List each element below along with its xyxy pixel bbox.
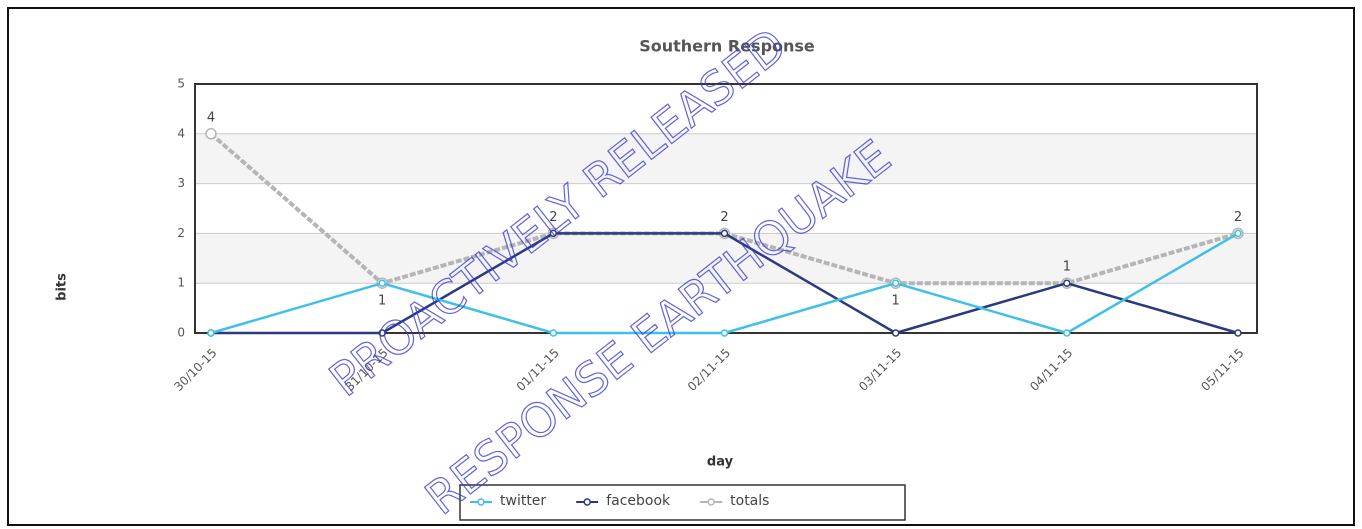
data-point — [207, 329, 215, 337]
legend-marker — [583, 498, 591, 506]
plot-band — [195, 133, 1257, 184]
data-point — [378, 279, 386, 287]
data-label: 1 — [378, 294, 386, 309]
y-tick-label: 3 — [177, 176, 185, 190]
data-point — [205, 128, 217, 140]
data-point — [720, 329, 729, 337]
data-point — [891, 329, 900, 337]
x-tick-label: 03/11-15 — [856, 346, 904, 394]
y-tick-label: 2 — [177, 226, 185, 240]
y-axis-title: bits — [55, 273, 70, 301]
data-point — [891, 279, 900, 287]
y-tick-label: 5 — [177, 77, 185, 91]
legend-label: totals — [730, 493, 769, 509]
data-label: 1 — [1063, 260, 1071, 275]
data-point — [1063, 329, 1071, 337]
data-point — [1234, 229, 1242, 238]
legend-marker — [707, 498, 715, 506]
data-point — [1063, 279, 1071, 287]
data-point — [378, 329, 386, 337]
legend-box — [459, 484, 906, 521]
legend-marker — [477, 498, 485, 506]
x-tick-label: 30/10-15 — [171, 346, 219, 394]
data-label: 2 — [549, 210, 557, 225]
legend-label: facebook — [606, 493, 671, 509]
y-tick-label: 1 — [177, 276, 185, 290]
data-label: 2 — [720, 210, 728, 225]
data-point — [1234, 329, 1242, 337]
x-tick-label: 05/11-15 — [1198, 346, 1246, 394]
chart-title: Southern Response — [639, 37, 815, 56]
y-tick-label: 4 — [177, 126, 185, 140]
watermark: RESPONSE EARTHQUAKE — [415, 129, 900, 525]
data-label: 1 — [892, 294, 900, 309]
data-point — [549, 329, 558, 337]
plot-band — [195, 233, 1257, 284]
frame — [7, 7, 1355, 526]
legend-label: twitter — [500, 493, 546, 509]
data-label: 4 — [207, 110, 215, 125]
data-label: 2 — [1234, 210, 1242, 225]
legend: twitter facebook totals — [459, 484, 906, 521]
x-tick-label: 02/11-15 — [685, 346, 733, 394]
x-axis-title: day — [707, 455, 734, 470]
x-tick-label: 04/11-15 — [1027, 346, 1075, 394]
y-tick-label: 0 — [177, 326, 185, 340]
data-point — [720, 229, 729, 238]
data-point — [549, 229, 558, 238]
